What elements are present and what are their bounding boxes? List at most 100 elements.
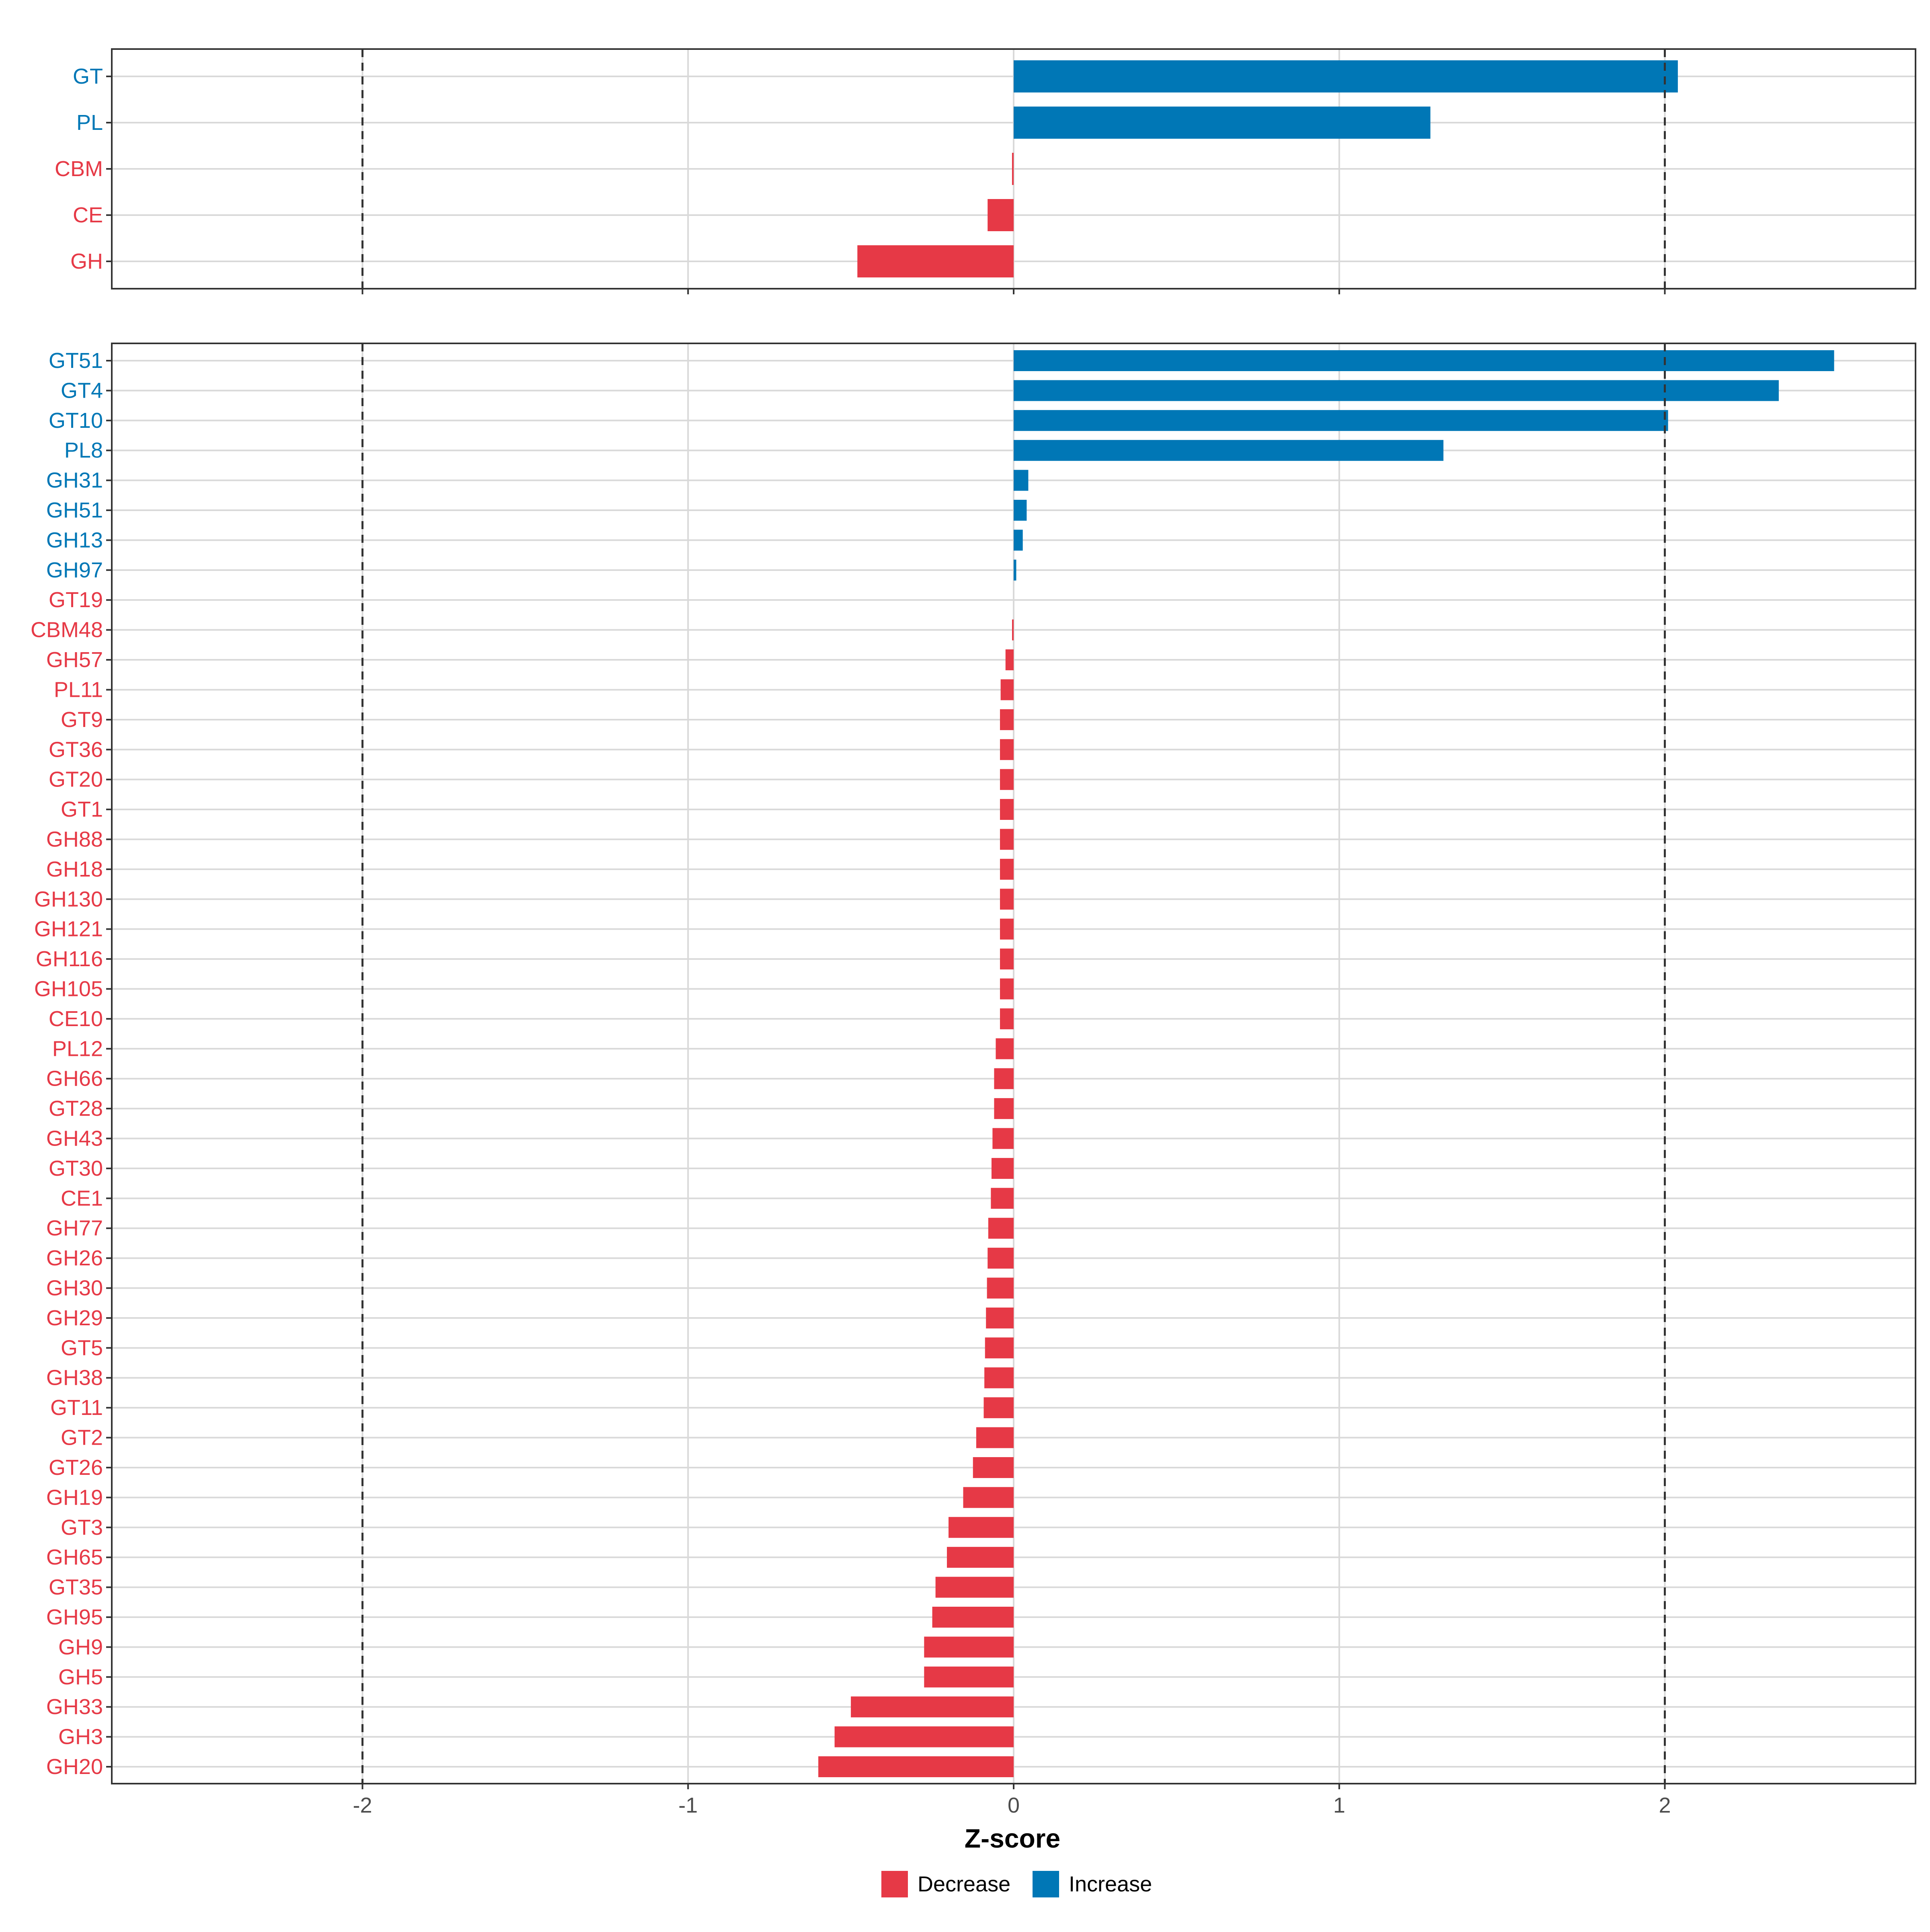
x-tick-label: 0	[1008, 1793, 1020, 1817]
y-tick-label-gt30: GT30	[49, 1156, 103, 1181]
y-tick-label-gh13: GH13	[46, 528, 103, 552]
bar-gh20	[818, 1756, 1014, 1777]
y-tick-label-gh3: GH3	[58, 1725, 103, 1749]
bar-gt51	[1014, 350, 1834, 371]
y-tick-label-cbm: CBM	[55, 157, 103, 181]
bar-gt30	[991, 1158, 1014, 1179]
bar-gh51	[1014, 500, 1027, 521]
y-tick-label-gt2: GT2	[61, 1426, 103, 1450]
y-tick-label-gh9: GH9	[58, 1635, 103, 1659]
y-tick-label-gh19: GH19	[46, 1485, 103, 1509]
y-tick-label-pl: PL	[76, 111, 103, 135]
bar-gh77	[988, 1218, 1014, 1239]
bar-gh130	[1000, 889, 1014, 910]
y-tick-label-gh30: GH30	[46, 1276, 103, 1300]
y-tick-label-gt36: GT36	[49, 737, 103, 762]
y-tick-label-gh18: GH18	[46, 857, 103, 881]
y-tick-label-gh77: GH77	[46, 1216, 103, 1240]
y-tick-label-ce1: CE1	[61, 1186, 103, 1210]
y-tick-label-gh43: GH43	[46, 1127, 103, 1151]
bar-pl8	[1014, 440, 1443, 461]
y-tick-label-gh121: GH121	[34, 917, 103, 941]
y-tick-label-gh57: GH57	[46, 648, 103, 672]
y-tick-label-gh65: GH65	[46, 1545, 103, 1569]
x-tick-label: -2	[353, 1793, 372, 1817]
y-tick-label-gh33: GH33	[46, 1695, 103, 1719]
y-tick-label-ce: CE	[73, 203, 103, 227]
bar-gh116	[1000, 949, 1014, 970]
y-tick-label-gh51: GH51	[46, 498, 103, 522]
legend-label-increase: Increase	[1069, 1872, 1152, 1896]
bar-pl12	[996, 1038, 1014, 1059]
bar-gt28	[994, 1098, 1014, 1119]
y-tick-label-gt4: GT4	[61, 378, 103, 402]
y-tick-label-gh20: GH20	[46, 1755, 103, 1779]
bar-ce10	[1000, 1008, 1014, 1029]
y-tick-label-gh116: GH116	[36, 947, 103, 971]
bar-gh31	[1014, 470, 1029, 491]
y-tick-label-gh105: GH105	[34, 977, 103, 1001]
y-tick-label-gt19: GT19	[49, 588, 103, 612]
legend-swatch-decrease	[881, 1871, 908, 1897]
bar-pl11	[1000, 679, 1014, 700]
y-tick-label-gh95: GH95	[46, 1605, 103, 1629]
bar-gh29	[986, 1307, 1014, 1328]
legend-swatch-increase	[1033, 1871, 1059, 1897]
bar-gh38	[984, 1367, 1014, 1388]
bar-gt5	[985, 1337, 1014, 1359]
bar-gh9	[924, 1636, 1014, 1658]
bar-gh66	[994, 1068, 1014, 1089]
y-tick-label-pl8: PL8	[64, 438, 103, 462]
bar-gt9	[1000, 709, 1014, 730]
bar-gt20	[1000, 769, 1014, 790]
bar-gh19	[963, 1487, 1014, 1508]
y-tick-label-gt26: GT26	[49, 1456, 103, 1480]
bar-gh26	[988, 1248, 1014, 1269]
y-tick-label-ce10: CE10	[49, 1007, 103, 1031]
bar-gh97	[1014, 559, 1016, 581]
y-tick-label-gt35: GT35	[49, 1575, 103, 1599]
y-tick-label-pl11: PL11	[54, 678, 103, 702]
y-tick-label-gh26: GH26	[46, 1246, 103, 1270]
legend: Decrease Increase	[881, 1871, 1152, 1897]
y-tick-label-gh88: GH88	[46, 827, 103, 851]
panel-bottom: GT51 GT4 GT10 PL8 GH31 GH51 GH13 GH97 GT19 CBM48 G…	[31, 343, 1916, 1789]
y-tick-label-gh97: GH97	[46, 558, 103, 582]
y-tick-label-gt51: GT51	[49, 349, 103, 373]
bar-pl	[1014, 107, 1431, 139]
y-tick-label-gt1: GT1	[61, 797, 103, 821]
bar-cbm48	[1012, 619, 1014, 641]
y-tick-label-gh31: GH31	[46, 468, 103, 493]
x-axis: -2 -1 0 1 2	[353, 1793, 1671, 1817]
y-tick-label-gh130: GH130	[34, 887, 103, 911]
bar-gh121	[1000, 918, 1014, 940]
bar-gh	[857, 245, 1014, 277]
bar-gh88	[1000, 829, 1014, 850]
panels: GT PL CBM CE GH GT51 GT4 GT10 PL8 GH31 GH51 GH13 GH9…	[31, 48, 1916, 1789]
bar-ce	[988, 199, 1014, 231]
y-tick-label-gt9: GT9	[61, 708, 103, 732]
bar-gt10	[1014, 410, 1668, 431]
panel-top: GT PL CBM CE GH	[55, 48, 1916, 294]
y-tick-label-cbm48: CBM48	[31, 618, 103, 642]
y-tick-label-gt: GT	[73, 64, 103, 88]
x-tick-label: -1	[678, 1793, 698, 1817]
bar-gt35	[935, 1577, 1014, 1598]
bar-gh65	[947, 1547, 1014, 1568]
x-tick-label: 2	[1659, 1793, 1671, 1817]
bar-gh30	[987, 1277, 1014, 1299]
bar-gt26	[973, 1457, 1014, 1478]
legend-label-decrease: Decrease	[918, 1872, 1010, 1896]
bar-gh3	[834, 1726, 1014, 1747]
bar-ce1	[991, 1188, 1014, 1209]
bar-gt1	[1000, 799, 1014, 820]
bar-cbm	[1012, 153, 1014, 185]
bar-gh105	[1000, 978, 1014, 1000]
y-tick-label-gh29: GH29	[46, 1306, 103, 1330]
y-tick-label-gt11: GT11	[50, 1396, 103, 1420]
bar-gt	[1014, 60, 1678, 92]
bar-gh5	[924, 1666, 1014, 1688]
bar-gt36	[1000, 739, 1014, 760]
